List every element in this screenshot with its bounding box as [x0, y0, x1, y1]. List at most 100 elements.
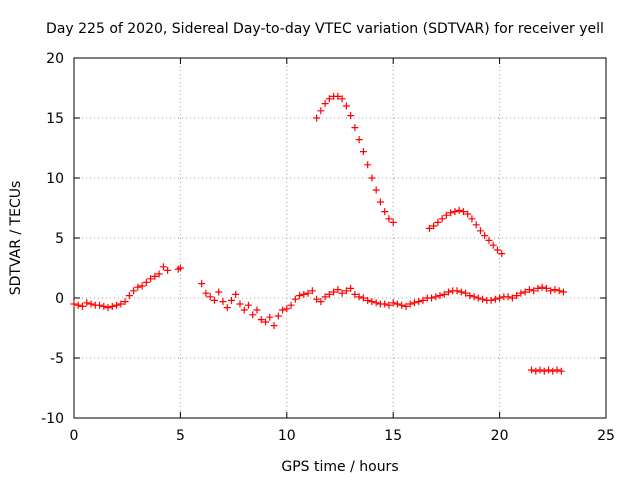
data-point-marker: [376, 198, 384, 206]
data-point-marker: [300, 290, 308, 298]
y-tick-label: -5: [50, 351, 64, 367]
data-point-marker: [393, 300, 401, 308]
data-point-marker: [432, 293, 440, 301]
data-point-marker: [108, 302, 116, 310]
data-point-marker: [223, 304, 231, 312]
x-tick-label: 10: [278, 428, 296, 444]
x-tick-label: 20: [491, 428, 509, 444]
data-point-marker: [142, 278, 150, 286]
data-point-marker: [485, 236, 493, 244]
data-point-marker: [359, 148, 367, 156]
data-point-marker: [342, 102, 350, 110]
data-point-marker: [100, 302, 108, 310]
data-point-marker: [117, 300, 125, 308]
data-point-marker: [528, 366, 536, 374]
data-point-marker: [287, 301, 295, 309]
data-point-marker: [472, 221, 480, 229]
data-point-marker: [368, 298, 376, 306]
data-point-marker: [308, 287, 316, 295]
data-point-marker: [210, 296, 218, 304]
data-point-marker: [372, 299, 380, 307]
data-point-marker: [330, 288, 338, 296]
data-point-marker: [559, 288, 567, 296]
data-point-marker: [215, 288, 223, 296]
data-point-marker: [198, 280, 206, 288]
y-tick-label: 20: [46, 51, 64, 67]
data-point-marker: [385, 215, 393, 223]
data-point-marker: [368, 174, 376, 182]
data-point-marker: [325, 290, 333, 298]
data-point-marker: [542, 284, 550, 292]
data-point-marker: [176, 264, 184, 272]
data-point-marker: [147, 275, 155, 283]
data-point-marker: [372, 186, 380, 194]
data-point-marker: [415, 298, 423, 306]
data-point-marker: [155, 270, 163, 278]
data-point-marker: [474, 294, 482, 302]
data-point-marker: [283, 305, 291, 313]
data-point-marker: [551, 286, 559, 294]
data-point-marker: [138, 282, 146, 290]
data-point-marker: [355, 136, 363, 144]
data-point-marker: [557, 367, 565, 375]
data-point-marker: [493, 246, 501, 254]
x-tick-label: 0: [70, 428, 79, 444]
data-point-marker: [202, 289, 210, 297]
data-point-marker: [113, 301, 121, 309]
y-axis-label: SDTVAR / TECUs: [8, 181, 24, 296]
data-point-marker: [466, 292, 474, 300]
data-point-marker: [321, 100, 329, 108]
data-point-marker: [434, 218, 442, 226]
data-point-marker: [317, 298, 325, 306]
y-tick-label: -10: [41, 411, 64, 427]
data-point-marker: [442, 211, 450, 219]
data-point-marker: [347, 112, 355, 120]
data-point-marker: [534, 284, 542, 292]
data-point-marker: [96, 301, 104, 309]
data-point-marker: [304, 289, 312, 297]
data-point-marker: [219, 298, 227, 306]
x-tick-label: 5: [176, 428, 185, 444]
data-point-marker: [338, 289, 346, 297]
data-point-marker: [504, 293, 512, 301]
data-point-marker: [385, 301, 393, 309]
data-point-marker: [517, 289, 525, 297]
data-points: [70, 92, 567, 375]
data-point-marker: [151, 272, 159, 280]
data-point-marker: [447, 209, 455, 217]
data-point-marker: [342, 287, 350, 295]
data-point-marker: [104, 304, 112, 312]
y-tick-label: 10: [46, 171, 64, 187]
data-point-marker: [398, 301, 406, 309]
data-point-marker: [262, 318, 270, 326]
data-point-marker: [253, 306, 261, 314]
data-point-marker: [279, 306, 287, 314]
data-point-marker: [334, 286, 342, 294]
data-point-marker: [430, 222, 438, 230]
data-point-marker: [313, 295, 321, 303]
x-axis-label: GPS time / hours: [281, 459, 398, 475]
data-point-marker: [325, 95, 333, 103]
data-point-marker: [438, 215, 446, 223]
data-point-marker: [232, 290, 240, 298]
data-point-marker: [364, 161, 372, 169]
data-point-marker: [464, 210, 472, 218]
data-point-marker: [436, 292, 444, 300]
data-point-marker: [130, 287, 138, 295]
data-point-marker: [508, 294, 516, 302]
data-point-marker: [402, 302, 410, 310]
data-point-marker: [468, 215, 476, 223]
data-point-marker: [317, 107, 325, 115]
data-point-marker: [479, 295, 487, 303]
data-point-marker: [496, 294, 504, 302]
data-point-marker: [351, 290, 359, 298]
data-point-marker: [83, 299, 91, 307]
axis-ticks: [73, 57, 607, 419]
data-point-marker: [521, 288, 529, 296]
data-point-marker: [455, 206, 463, 214]
data-point-marker: [389, 218, 397, 226]
data-point-marker: [536, 366, 544, 374]
data-point-marker: [244, 301, 252, 309]
data-point-marker: [545, 366, 553, 374]
data-point-marker: [428, 294, 436, 302]
